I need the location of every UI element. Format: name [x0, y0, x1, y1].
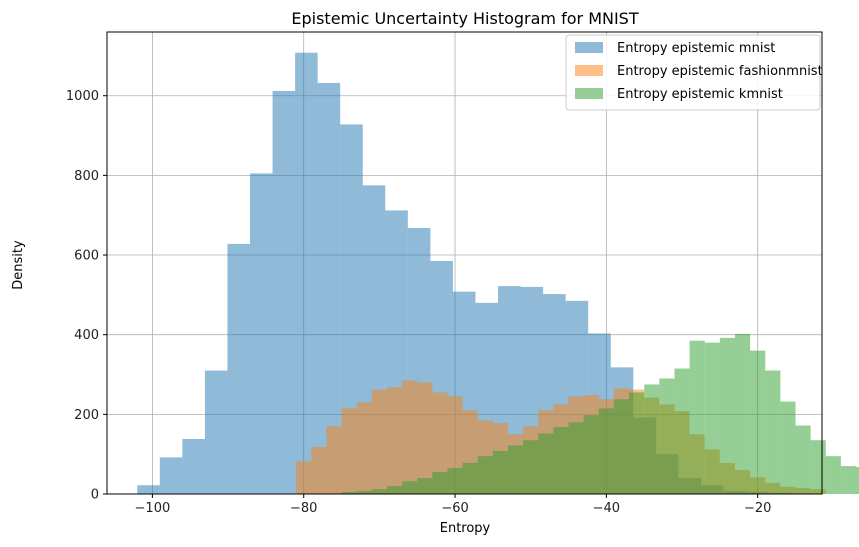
histogram-bar	[204, 370, 228, 494]
histogram-bars	[137, 52, 859, 495]
histogram-bar	[750, 350, 766, 494]
legend-swatch-mnist	[575, 42, 603, 53]
legend: Entropy epistemic mnist Entropy epistemi…	[565, 34, 823, 111]
histogram-bar	[704, 342, 720, 494]
histogram-bar	[432, 472, 448, 494]
histogram-bar	[856, 466, 859, 494]
histogram-bar	[341, 492, 357, 494]
histogram-bar	[659, 378, 675, 494]
histogram-bar	[568, 422, 584, 494]
histogram-bar	[386, 486, 403, 494]
histogram-bar	[341, 408, 357, 494]
y-tick-label: 1000	[66, 89, 99, 104]
legend-label-fashionmnist: Entropy epistemic fashionmnist	[617, 64, 823, 79]
legend-swatch-fashionmnist	[575, 65, 603, 76]
histogram-bar	[317, 82, 341, 494]
histogram-bar	[311, 447, 327, 494]
histogram-bar	[296, 461, 312, 494]
histogram-bar	[272, 90, 296, 494]
x-tick-label: −80	[290, 501, 317, 516]
legend-swatch-kmnist	[575, 88, 603, 99]
histogram-bar	[689, 340, 705, 494]
histogram-bar	[356, 402, 372, 494]
legend-box	[565, 34, 821, 111]
x-tick-label: −100	[135, 501, 171, 516]
chart-title: Epistemic Uncertainty Histogram for MNIS…	[291, 9, 638, 28]
y-tick-label: 600	[74, 249, 99, 264]
histogram-bar	[780, 401, 796, 494]
plot-frame	[106, 31, 823, 495]
x-tick-label: −20	[744, 501, 771, 516]
histogram-bar	[340, 124, 363, 495]
histogram-bar	[371, 489, 387, 494]
axis-ticks: −100 −80 −60 −40 −20 0 200 400 600 800 1000	[66, 89, 772, 516]
histogram-bar	[810, 440, 826, 494]
histogram-bar	[159, 457, 183, 494]
histogram-bar	[402, 481, 418, 494]
y-tick-label: 200	[74, 408, 99, 423]
x-tick-label: −40	[593, 501, 620, 516]
histogram-bar	[417, 382, 433, 494]
histogram-bar	[840, 466, 857, 494]
histogram-bar	[326, 426, 342, 494]
histogram-bar	[250, 173, 273, 494]
series-2	[341, 333, 859, 494]
histogram-bar	[182, 439, 205, 494]
legend-label-mnist: Entropy epistemic mnist	[617, 41, 775, 56]
histogram-bar	[508, 445, 524, 494]
histogram-bar	[523, 440, 539, 494]
histogram-bar	[629, 392, 645, 494]
histogram-bar	[492, 450, 509, 494]
histogram-bar	[447, 468, 463, 494]
legend-label-kmnist: Entropy epistemic kmnist	[617, 87, 783, 102]
histogram-bar	[825, 456, 841, 494]
histogram-bar	[402, 380, 418, 494]
histogram-bar	[598, 408, 614, 494]
histogram-bar	[795, 425, 811, 494]
histogram-bar	[583, 415, 599, 494]
histogram-bar	[553, 427, 569, 494]
histogram-bar	[674, 368, 690, 494]
histogram-bar	[765, 370, 781, 494]
y-tick-label: 800	[74, 169, 99, 184]
histogram-bar	[719, 337, 735, 494]
y-axis-title: Density	[11, 240, 26, 290]
histogram-bar	[644, 384, 660, 494]
histogram-bar	[227, 243, 250, 494]
histogram-bar	[477, 456, 493, 494]
histogram-bar	[356, 490, 372, 494]
histogram-bar	[371, 389, 387, 494]
histogram-bar	[538, 433, 554, 494]
histogram-bar	[295, 52, 318, 494]
histogram-bar	[734, 333, 751, 494]
histogram-bar	[137, 485, 160, 494]
histogram-bar	[432, 392, 448, 494]
x-tick-label: −60	[441, 501, 468, 516]
histogram-bar	[386, 387, 403, 494]
histogram-bar	[417, 478, 433, 494]
histogram-bar	[613, 399, 630, 494]
y-tick-label: 0	[91, 488, 99, 503]
x-axis-title: Entropy	[440, 521, 491, 536]
y-tick-label: 400	[74, 328, 99, 343]
histogram-bar	[462, 462, 478, 494]
